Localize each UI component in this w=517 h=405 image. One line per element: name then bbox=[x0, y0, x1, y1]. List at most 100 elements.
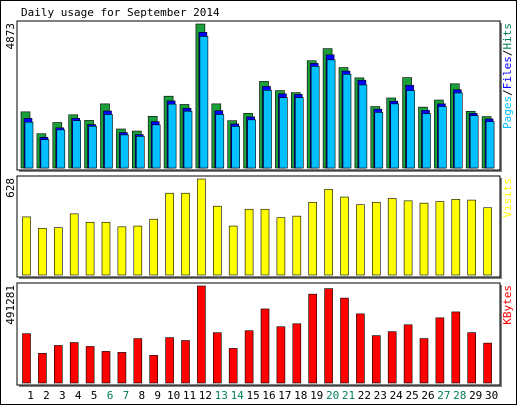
bar-kbytes bbox=[403, 324, 413, 384]
bar-visits bbox=[435, 201, 445, 276]
bar-kbytes bbox=[85, 346, 95, 384]
bar-kbytes bbox=[69, 342, 79, 384]
x-tick-label: 4 bbox=[75, 389, 82, 402]
panel-max-label: 491281 bbox=[4, 285, 17, 325]
x-tick-label: 2 bbox=[43, 389, 50, 402]
legend-text: / bbox=[501, 50, 514, 57]
legend-text: Pages bbox=[501, 96, 514, 129]
bar-pages bbox=[374, 112, 384, 169]
bar-kbytes bbox=[213, 332, 222, 384]
panel-legend: Visits bbox=[501, 178, 514, 218]
bar-visits bbox=[228, 225, 238, 276]
bar-kbytes bbox=[451, 311, 461, 384]
panel-max-label: 628 bbox=[4, 178, 17, 198]
bar-pages bbox=[183, 110, 193, 169]
bar-kbytes bbox=[244, 330, 254, 384]
bar-kbytes bbox=[435, 317, 445, 384]
bar-pages bbox=[390, 103, 400, 169]
bar-visits bbox=[356, 204, 365, 276]
bar-visits bbox=[181, 192, 190, 276]
bar-pages bbox=[485, 121, 495, 169]
bar-pages bbox=[120, 134, 129, 169]
legend-text: / bbox=[501, 89, 514, 96]
legend-text: KBytes bbox=[501, 285, 514, 325]
bar-pages bbox=[151, 124, 161, 169]
bar-pages bbox=[136, 136, 145, 169]
bar-visits bbox=[260, 208, 270, 276]
bar-kbytes bbox=[101, 351, 111, 384]
bar-visits bbox=[419, 202, 429, 276]
bar-visits bbox=[340, 196, 349, 276]
bar-visits bbox=[133, 225, 143, 276]
bar-pages bbox=[104, 114, 113, 169]
bar-visits bbox=[85, 221, 95, 276]
panel-box bbox=[16, 175, 501, 278]
bar-kbytes bbox=[340, 297, 349, 384]
x-tick-label: 1 bbox=[27, 389, 34, 402]
bar-pages bbox=[342, 74, 352, 169]
bar-pages bbox=[438, 106, 447, 169]
panel-legend: Pages/Files/Hits bbox=[501, 23, 514, 129]
bar-pages bbox=[310, 66, 320, 169]
bar-visits bbox=[213, 205, 222, 276]
panel-legend: KBytes bbox=[501, 285, 514, 325]
x-tick-label: 26 bbox=[421, 389, 434, 402]
x-tick-label: 21 bbox=[342, 389, 355, 402]
bar-visits bbox=[149, 218, 158, 276]
x-tick-label: 14 bbox=[231, 389, 245, 402]
bar-visits bbox=[467, 199, 477, 276]
bar-pages bbox=[199, 36, 209, 169]
bar-kbytes bbox=[483, 342, 492, 384]
x-tick-label: 30 bbox=[485, 389, 498, 402]
bar-kbytes bbox=[276, 326, 286, 384]
bar-visits bbox=[371, 202, 381, 276]
bar-visits bbox=[101, 221, 111, 276]
bar-pages bbox=[167, 103, 177, 169]
x-tick-label: 6 bbox=[107, 389, 114, 402]
bar-kbytes bbox=[165, 337, 174, 384]
bar-visits bbox=[292, 215, 302, 276]
bar-pages bbox=[263, 89, 272, 169]
bar-kbytes bbox=[53, 345, 63, 384]
bar-visits bbox=[244, 208, 254, 276]
x-tick-label: 15 bbox=[246, 389, 259, 402]
x-tick-label: 5 bbox=[91, 389, 98, 402]
x-tick-label: 13 bbox=[215, 389, 228, 402]
bar-visits bbox=[69, 213, 79, 276]
panel-box bbox=[16, 282, 501, 386]
bar-kbytes bbox=[228, 348, 238, 384]
x-tick-label: 28 bbox=[453, 389, 466, 402]
bar-pages bbox=[453, 92, 463, 169]
bar-visits bbox=[38, 228, 47, 276]
x-tick-label: 16 bbox=[262, 389, 275, 402]
x-axis-day-labels: 1 2 3 4 5 6 7 8 9 10 11 12 13 14 15 16 17 18 19 20 21 22 23 24 2… bbox=[27, 389, 498, 402]
x-tick-label: 19 bbox=[310, 389, 323, 402]
bar-kbytes bbox=[149, 355, 158, 384]
x-tick-label: 24 bbox=[390, 389, 404, 402]
bar-visits bbox=[197, 178, 206, 276]
chart-title: Daily usage for September 2014 bbox=[21, 6, 220, 19]
bar-kbytes bbox=[292, 323, 302, 384]
bar-visits bbox=[324, 189, 333, 276]
panel-max-label: 4873 bbox=[4, 23, 17, 50]
bar-kbytes bbox=[419, 338, 429, 384]
x-tick-label: 11 bbox=[183, 389, 196, 402]
bar-kbytes bbox=[260, 308, 270, 384]
bar-kbytes bbox=[308, 293, 318, 384]
bar-pages bbox=[24, 121, 34, 169]
bar-pages bbox=[231, 126, 240, 169]
x-tick-label: 9 bbox=[154, 389, 161, 402]
x-tick-label: 10 bbox=[167, 389, 180, 402]
bar-kbytes bbox=[371, 335, 381, 384]
bar-kbytes bbox=[197, 285, 206, 384]
bar-visits bbox=[22, 216, 31, 276]
bar-kbytes bbox=[22, 333, 31, 384]
chart-panels: 4873 Pages/Files/Hits 628 Visits 491281 KByte… bbox=[4, 20, 514, 387]
x-tick-label: 20 bbox=[326, 389, 339, 402]
bar-visits bbox=[117, 226, 127, 276]
x-tick-label: 29 bbox=[469, 389, 482, 402]
bar-pages bbox=[358, 84, 368, 169]
bar-pages bbox=[469, 115, 479, 169]
bar-pages bbox=[422, 113, 431, 169]
panel-visits: 628 Visits bbox=[4, 175, 514, 279]
